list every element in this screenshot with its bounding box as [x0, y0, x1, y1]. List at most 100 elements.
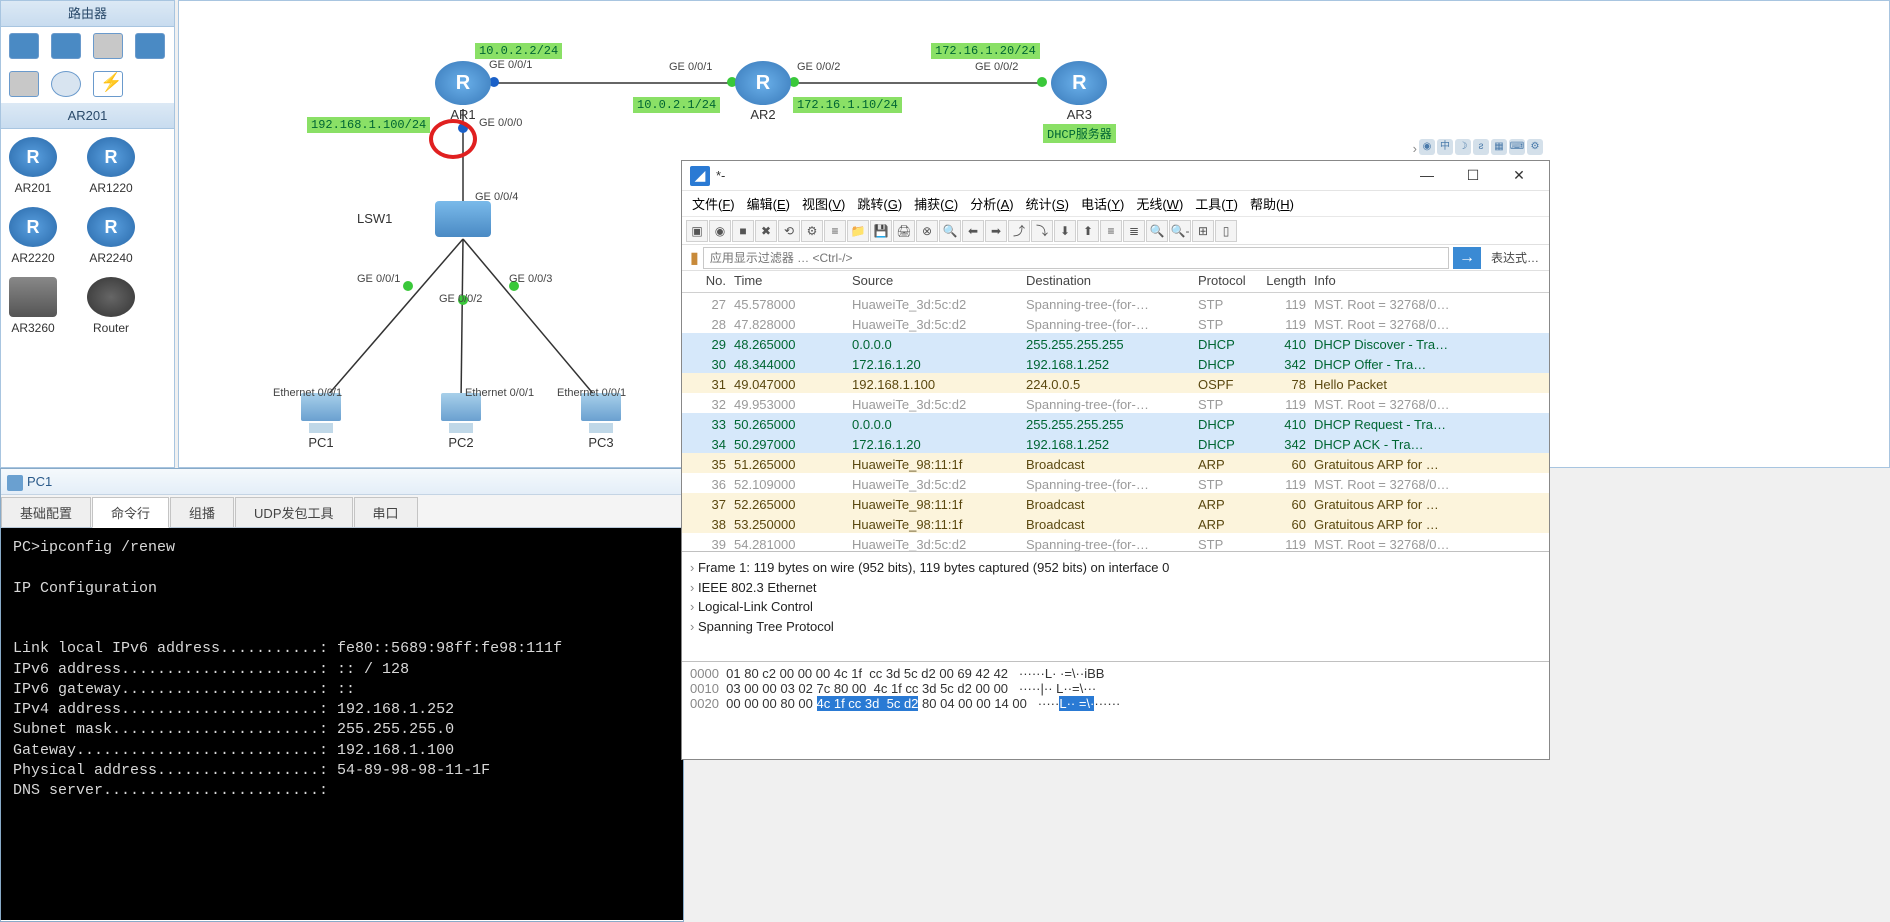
- toolbar-button-0[interactable]: ▣: [686, 220, 708, 242]
- toolbar-button-10[interactable]: ⊗: [916, 220, 938, 242]
- status-icon[interactable]: ⚙: [1527, 139, 1543, 155]
- packet-bytes[interactable]: 0000 01 80 c2 00 00 00 4c 1f cc 3d 5c d2…: [682, 661, 1549, 731]
- packet-row[interactable]: 3048.344000172.16.1.20192.168.1.252DHCP3…: [682, 353, 1549, 373]
- toolbar-button-9[interactable]: 🖨: [893, 220, 915, 242]
- toolbar-button-18[interactable]: ≡: [1100, 220, 1122, 242]
- pc1-tab-0[interactable]: 基础配置: [1, 497, 91, 527]
- menu-item[interactable]: 文件(F): [686, 194, 741, 213]
- toolbar-button-21[interactable]: 🔍-: [1169, 220, 1191, 242]
- hex-line[interactable]: 0010 03 00 00 03 02 7c 80 00 4c 1f cc 3d…: [690, 681, 1541, 696]
- device-AR1220[interactable]: RAR1220: [87, 137, 135, 195]
- packet-row[interactable]: 3752.265000HuaweiTe_98:11:1fBroadcastARP…: [682, 493, 1549, 513]
- apply-filter-button[interactable]: →: [1453, 247, 1481, 269]
- cloud-tool-icon[interactable]: [51, 71, 81, 97]
- expression-button[interactable]: 表达式…: [1485, 249, 1545, 266]
- status-icon[interactable]: ☽: [1455, 139, 1471, 155]
- display-filter-input[interactable]: [703, 247, 1449, 269]
- switch-tool-icon[interactable]: [51, 33, 81, 59]
- hex-line[interactable]: 0020 00 00 00 80 00 4c 1f cc 3d 5c d2 80…: [690, 696, 1541, 711]
- menu-item[interactable]: 分析(A): [964, 194, 1019, 213]
- toolbar-button-20[interactable]: 🔍+: [1146, 220, 1168, 242]
- col-no[interactable]: No.: [682, 271, 730, 292]
- menu-item[interactable]: 帮助(H): [1244, 194, 1300, 213]
- col-proto[interactable]: Protocol: [1194, 271, 1258, 292]
- toolbar-button-23[interactable]: ▯: [1215, 220, 1237, 242]
- router-AR3[interactable]: RAR3DHCP服务器: [1043, 61, 1116, 143]
- toolbar-button-12[interactable]: ⬅: [962, 220, 984, 242]
- router-AR2[interactable]: RAR2: [735, 61, 791, 122]
- toolbar-button-13[interactable]: ➡: [985, 220, 1007, 242]
- status-icon[interactable]: ▦: [1491, 139, 1507, 155]
- pc-PC3[interactable]: PC3: [579, 391, 623, 450]
- menu-item[interactable]: 跳转(G): [851, 194, 908, 213]
- status-icon[interactable]: ƨ: [1473, 139, 1489, 155]
- toolbar-button-6[interactable]: ≡: [824, 220, 846, 242]
- status-icon[interactable]: 中: [1437, 139, 1453, 155]
- menu-item[interactable]: 电话(Y): [1075, 194, 1130, 213]
- packet-row[interactable]: 3652.109000HuaweiTe_3d:5c:d2Spanning-tre…: [682, 473, 1549, 493]
- toolbar-button-2[interactable]: ■: [732, 220, 754, 242]
- detail-line[interactable]: Spanning Tree Protocol: [690, 617, 1541, 637]
- toolbar-button-3[interactable]: ✖: [755, 220, 777, 242]
- pc-PC2[interactable]: PC2: [439, 391, 483, 450]
- minimize-button[interactable]: —: [1405, 163, 1449, 189]
- col-len[interactable]: Length: [1258, 271, 1310, 292]
- device-AR201[interactable]: RAR201: [9, 137, 57, 195]
- close-button[interactable]: ✕: [1497, 163, 1541, 189]
- packet-row[interactable]: 3450.297000172.16.1.20192.168.1.252DHCP3…: [682, 433, 1549, 453]
- firewall-tool-icon[interactable]: [135, 33, 165, 59]
- packet-list[interactable]: 2745.578000HuaweiTe_3d:5c:d2Spanning-tre…: [682, 293, 1549, 551]
- pc1-tab-4[interactable]: 串口: [354, 497, 418, 527]
- pc-PC1[interactable]: PC1: [299, 391, 343, 450]
- toolbar-button-11[interactable]: 🔍: [939, 220, 961, 242]
- toolbar-button-14[interactable]: ⤴: [1008, 220, 1030, 242]
- pc1-tab-1[interactable]: 命令行: [92, 497, 169, 528]
- menu-item[interactable]: 编辑(E): [741, 194, 796, 213]
- col-info[interactable]: Info: [1310, 271, 1549, 292]
- hex-line[interactable]: 0000 01 80 c2 00 00 00 4c 1f cc 3d 5c d2…: [690, 666, 1541, 681]
- ws-titlebar[interactable]: ◢ *- — ☐ ✕: [682, 161, 1549, 191]
- packet-row[interactable]: 3350.2650000.0.0.0255.255.255.255DHCP410…: [682, 413, 1549, 433]
- toolbar-button-5[interactable]: ⚙: [801, 220, 823, 242]
- device-AR3260[interactable]: AR3260: [9, 277, 57, 335]
- router-AR1[interactable]: RAR1: [435, 61, 491, 122]
- toolbar-button-19[interactable]: ≣: [1123, 220, 1145, 242]
- toolbar-button-8[interactable]: 💾: [870, 220, 892, 242]
- col-time[interactable]: Time: [730, 271, 848, 292]
- col-dest[interactable]: Destination: [1022, 271, 1194, 292]
- pc-tool-icon[interactable]: [9, 71, 39, 97]
- menu-item[interactable]: 无线(W): [1130, 194, 1189, 213]
- packet-row[interactable]: 3853.250000HuaweiTe_98:11:1fBroadcastARP…: [682, 513, 1549, 533]
- packet-row[interactable]: 3954.281000HuaweiTe_3d:5c:d2Spanning-tre…: [682, 533, 1549, 551]
- menu-item[interactable]: 工具(T): [1189, 194, 1244, 213]
- toolbar-button-17[interactable]: ⬆: [1077, 220, 1099, 242]
- device-AR2240[interactable]: RAR2240: [87, 207, 135, 265]
- col-source[interactable]: Source: [848, 271, 1022, 292]
- device-AR2220[interactable]: RAR2220: [9, 207, 57, 265]
- detail-line[interactable]: Frame 1: 119 bytes on wire (952 bits), 1…: [690, 558, 1541, 578]
- link-tool-icon[interactable]: [93, 71, 123, 97]
- pc1-tab-3[interactable]: UDP发包工具: [235, 497, 352, 527]
- toolbar-button-16[interactable]: ⬇: [1054, 220, 1076, 242]
- toolbar-button-1[interactable]: ◉: [709, 220, 731, 242]
- pc1-tab-2[interactable]: 组播: [170, 497, 234, 527]
- switch-LSW1[interactable]: LSW1: [435, 201, 491, 239]
- pc1-terminal[interactable]: PC>ipconfig /renew IP Configuration Link…: [1, 528, 683, 920]
- wlan-tool-icon[interactable]: [93, 33, 123, 59]
- maximize-button[interactable]: ☐: [1451, 163, 1495, 189]
- toolbar-button-4[interactable]: ⟲: [778, 220, 800, 242]
- toolbar-button-7[interactable]: 📁: [847, 220, 869, 242]
- toolbar-button-22[interactable]: ⊞: [1192, 220, 1214, 242]
- status-icon[interactable]: ◉: [1419, 139, 1435, 155]
- bookmark-icon[interactable]: ▮: [686, 248, 703, 268]
- packet-row[interactable]: 2948.2650000.0.0.0255.255.255.255DHCP410…: [682, 333, 1549, 353]
- packet-row[interactable]: 3249.953000HuaweiTe_3d:5c:d2Spanning-tre…: [682, 393, 1549, 413]
- pc1-title[interactable]: PC1: [1, 469, 683, 495]
- packet-row[interactable]: 2847.828000HuaweiTe_3d:5c:d2Spanning-tre…: [682, 313, 1549, 333]
- status-icon[interactable]: ⌨: [1509, 139, 1525, 155]
- router-tool-icon[interactable]: [9, 33, 39, 59]
- packet-row[interactable]: 2745.578000HuaweiTe_3d:5c:d2Spanning-tre…: [682, 293, 1549, 313]
- detail-line[interactable]: Logical-Link Control: [690, 597, 1541, 617]
- packet-row[interactable]: 3149.047000192.168.1.100224.0.0.5OSPF78H…: [682, 373, 1549, 393]
- detail-line[interactable]: IEEE 802.3 Ethernet: [690, 578, 1541, 598]
